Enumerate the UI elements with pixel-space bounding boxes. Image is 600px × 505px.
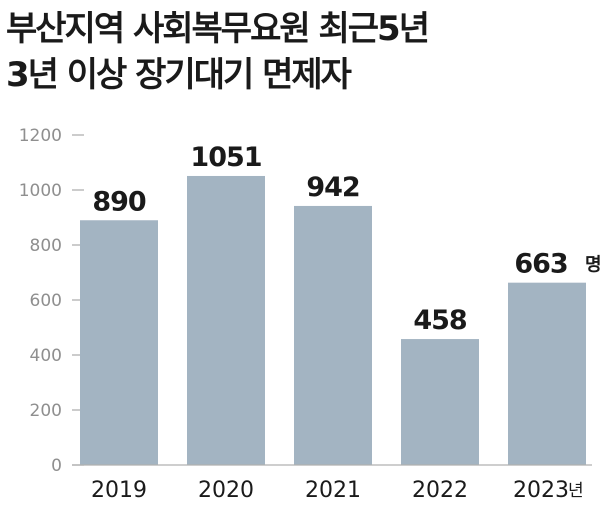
y-tick-label: 1200: [19, 126, 62, 146]
data-label-unit: 명: [585, 255, 600, 276]
x-tick-label-unit: 년: [568, 481, 584, 501]
bar: [80, 220, 158, 465]
bar: [294, 205, 372, 465]
y-tick-label: 200: [30, 401, 62, 421]
y-tick-label: 0: [51, 456, 62, 476]
y-tick-label: 600: [30, 291, 62, 311]
bar-series: 890 1051 942 458 663 명: [80, 142, 600, 465]
x-tick-label: 2019: [91, 478, 147, 503]
y-tick-label: 800: [30, 236, 62, 256]
data-label: 942: [306, 172, 359, 203]
bar: [187, 175, 265, 465]
bar: [508, 282, 586, 465]
x-tick-label: 2023: [513, 478, 569, 503]
data-label: 1051: [190, 142, 261, 173]
data-label: 890: [92, 186, 146, 217]
x-axis: 2019 2020 2021 2022 2023 년: [72, 464, 592, 503]
y-tick-label: 1000: [19, 181, 62, 201]
x-tick-label: 2021: [305, 478, 361, 503]
y-axis: 0 200 400 600 800 1000 1200: [19, 126, 84, 476]
chart-title: 부산지역 사회복무요원 최근5년 3년 이상 장기대기 면제자: [6, 6, 596, 98]
data-label: 458: [413, 305, 467, 336]
chart-title-line-1: 부산지역 사회복무요원 최근5년: [6, 9, 430, 49]
data-label: 663: [514, 249, 567, 280]
bar: [401, 339, 479, 465]
y-tick-label: 400: [30, 346, 62, 366]
chart-title-line-2: 3년 이상 장기대기 면제자: [6, 55, 352, 95]
x-tick-label: 2022: [412, 478, 468, 503]
x-tick-label: 2020: [198, 478, 254, 503]
